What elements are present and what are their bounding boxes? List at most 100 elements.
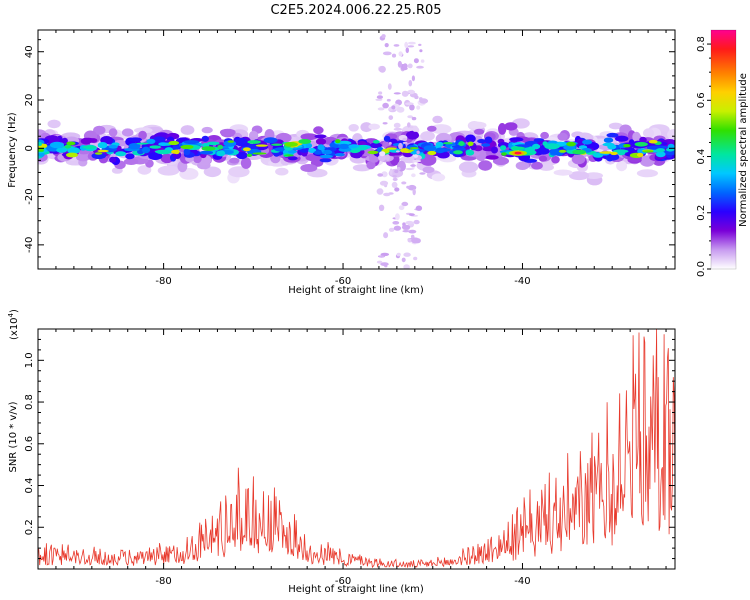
spectrogram-cell <box>284 154 294 157</box>
snr-x-ticks: -80 -60 -40 <box>37 329 667 587</box>
spectrogram-cell <box>478 160 493 171</box>
spectrogram-cell <box>323 149 333 155</box>
spectrogram-cell <box>413 154 418 158</box>
colorbar-gradient <box>711 30 736 269</box>
spectrogram-cell <box>414 238 421 244</box>
spectrogram-cell <box>498 122 507 135</box>
spectrogram-cell <box>407 45 415 48</box>
spectrogram-cell <box>38 152 45 158</box>
spectrogram-cell <box>407 115 413 119</box>
spectrogram-cell <box>378 204 385 211</box>
spectrogram-cell <box>504 122 518 131</box>
spectrogram-cell <box>477 139 486 144</box>
spectrogram-cell <box>388 141 392 145</box>
spectrogram-cell <box>397 60 402 68</box>
spectrogram-cell <box>228 166 250 178</box>
spectrogram-cell <box>406 185 410 189</box>
spectrogram-cell <box>396 252 401 257</box>
spectrogram-cell <box>467 141 474 147</box>
snr-multiplier-exponent: 4 <box>7 312 15 317</box>
spectrogram-y-tick-label: 20 <box>24 94 35 107</box>
snr-y-label: SNR (10 * v/v) <box>8 401 19 472</box>
spectrogram-x-tick-label: -80 <box>155 276 171 287</box>
spectrogram-cell <box>201 126 213 134</box>
spectrogram-cell <box>500 145 507 151</box>
spectrogram-cell <box>393 127 403 131</box>
spectrogram-cell <box>383 232 389 239</box>
spectrogram-cell <box>407 41 416 45</box>
spectrogram-cell <box>410 164 416 167</box>
spectrogram-cell <box>383 135 391 142</box>
spectrogram-cell <box>453 150 463 155</box>
spectrogram-cell <box>376 260 383 264</box>
spectrogram-cell <box>240 157 252 169</box>
spectrogram-cell <box>442 142 453 145</box>
spectrogram-cell <box>317 144 325 151</box>
spectrogram-cell <box>391 181 398 188</box>
spectrogram-cell <box>94 152 103 155</box>
spectrogram-cell <box>411 75 415 82</box>
spectrogram-cell <box>298 139 312 144</box>
spectrogram-cell <box>387 83 392 90</box>
snr-y-multiplier: (x104) <box>7 309 20 340</box>
spectrogram-cell <box>141 146 151 154</box>
snr-y-tick-label: 1.0 <box>24 352 35 368</box>
spectrogram-cell <box>382 122 388 125</box>
colorbar-ticks: 0.0 0.2 0.4 0.6 0.8 <box>696 36 711 277</box>
spectrogram-cell <box>395 213 400 221</box>
spectrogram-cell <box>199 150 214 155</box>
spectrogram-y-tick-label: -40 <box>24 237 35 253</box>
spectrogram-cell <box>149 145 162 149</box>
spectrogram-cell <box>404 41 409 49</box>
spectrogram-cell <box>427 125 437 132</box>
spectrogram-x-label: Height of straight line (km) <box>288 285 424 296</box>
spectrogram-cell <box>398 205 405 211</box>
spectrogram-cell <box>396 150 400 153</box>
spectrogram-cell <box>338 143 350 150</box>
spectrogram-cell <box>407 63 413 69</box>
spectrogram-cell <box>247 140 261 144</box>
spectrogram-cell <box>360 122 373 133</box>
spectrogram-cell <box>393 225 402 231</box>
spectrogram-cell <box>108 128 118 137</box>
spectrogram-cell <box>553 169 573 176</box>
spectrogram-cell <box>379 180 389 186</box>
spectrogram-cell <box>637 152 644 157</box>
spectrogram-cell <box>634 142 648 147</box>
spectrogram-cell <box>56 147 68 153</box>
spectrogram-cell <box>481 143 491 147</box>
spectrogram-cell <box>377 173 384 177</box>
spectrogram-x-tick-label: -60 <box>335 276 351 287</box>
spectrogram-cell <box>315 138 327 145</box>
spectrogram-cell <box>271 143 283 146</box>
spectrogram-cell <box>435 147 445 154</box>
spectrogram-cell <box>405 47 409 54</box>
spectrogram-cell <box>414 95 419 100</box>
spectrogram-cell <box>468 121 487 129</box>
spectrogram-cell <box>109 156 117 163</box>
colorbar-tick-label: 0.0 <box>696 261 707 277</box>
spectrogram-cell <box>639 136 647 144</box>
colorbar-tick-label: 0.2 <box>696 205 707 221</box>
spectrogram-cell <box>217 144 224 150</box>
spectrogram-cell <box>82 137 95 143</box>
spectrogram-cell <box>201 135 209 142</box>
spectrogram-cell <box>300 133 318 141</box>
spectrogram-cell <box>379 255 385 258</box>
snr-x-label: Height of straight line (km) <box>288 584 424 595</box>
spectrogram-cell <box>400 66 408 71</box>
snr-multiplier-prefix: (x10 <box>9 317 20 340</box>
spectrogram-cell <box>115 151 127 157</box>
spectrogram-cell <box>419 98 429 104</box>
spectrogram-cell <box>123 158 139 166</box>
spectrogram-cell <box>558 149 567 153</box>
spectrogram-cell <box>409 126 414 129</box>
spectrogram-cell <box>551 156 560 164</box>
spectrogram-cell <box>432 115 443 124</box>
spectrogram-cell <box>413 219 420 225</box>
spectrogram-cell <box>415 205 423 211</box>
snr-x-tick-label: -40 <box>514 576 530 587</box>
spectrogram-cell <box>422 166 435 174</box>
spectrogram-cell <box>412 125 418 132</box>
